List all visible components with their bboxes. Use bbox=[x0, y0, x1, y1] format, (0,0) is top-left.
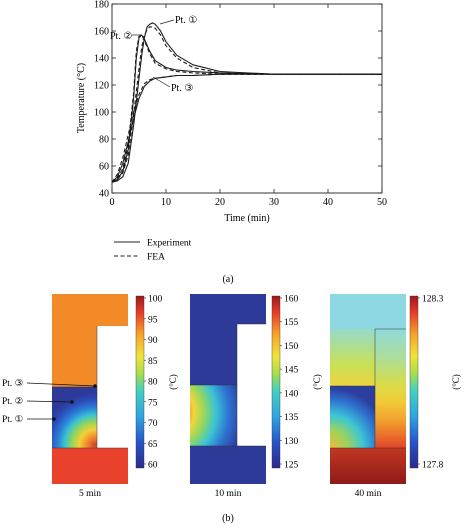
x-tick-label: 20 bbox=[215, 197, 225, 208]
subfigure-label-b: (b) bbox=[222, 513, 234, 524]
point-annotations: Pt. ① Pt. ② Pt. ③ bbox=[110, 15, 197, 94]
panel-5min: 100 95 90 85 80 75 70 65 60 5 min bbox=[52, 294, 163, 499]
annotation-pt1: Pt. ① bbox=[175, 15, 197, 26]
x-tick-label: 10 bbox=[161, 197, 171, 208]
legend-fea: FEA bbox=[147, 253, 165, 263]
colorbar-ticks-40min: 128.3 127.8 bbox=[418, 295, 444, 471]
probe-label-pt1: Pt. ① bbox=[2, 414, 24, 425]
y-tick-label: 80 bbox=[99, 135, 109, 146]
colorbar-tick-label: 145 bbox=[284, 366, 299, 376]
colorbar-tick-label: 125 bbox=[284, 461, 299, 471]
colorbar-ticks-5min: 100 95 90 85 80 75 70 65 60 bbox=[144, 295, 163, 471]
colorbar-ticks-10min: 160 155 150 145 140 135 130 125 bbox=[280, 295, 299, 471]
colorbar-tick-label: 150 bbox=[284, 342, 299, 352]
colorbar-tick-label: 160 bbox=[284, 295, 299, 305]
panel-10min: 160 155 150 145 140 135 130 125 10 min bbox=[190, 294, 299, 499]
x-axis-ticks: 0 10 20 30 40 50 bbox=[110, 4, 387, 208]
annotation-pt2: Pt. ② bbox=[110, 31, 132, 42]
series-lines bbox=[111, 22, 382, 183]
plot-frame bbox=[111, 3, 383, 194]
series-pt1-fea bbox=[111, 26, 382, 183]
y-tick-label: 140 bbox=[94, 54, 109, 65]
colorbar-tick-label: 60 bbox=[148, 461, 158, 471]
y-tick-label: 40 bbox=[99, 189, 109, 200]
colorbar-tick-label: 85 bbox=[148, 357, 158, 367]
colorbar-tick-label: 135 bbox=[284, 413, 299, 423]
probe-label-pt2: Pt. ② bbox=[2, 396, 24, 407]
series-pt2-experiment bbox=[111, 34, 382, 183]
time-label-10min: 10 min bbox=[215, 489, 242, 499]
unit-label-40min: (°C) bbox=[451, 374, 461, 390]
x-tick-label: 30 bbox=[269, 197, 279, 208]
colorbar-tick-label: 140 bbox=[284, 389, 299, 399]
chart-a: 40 60 80 100 120 140 160 180 0 10 20 30 40 50 Temper… bbox=[76, 0, 387, 285]
panel-40min: 128.3 127.8 40 min bbox=[330, 294, 444, 499]
legend: Experiment FEA bbox=[114, 239, 192, 263]
probe-label-pt3: Pt. ③ bbox=[2, 378, 24, 389]
colorbar-tick-label: 128.3 bbox=[422, 295, 444, 305]
series-pt3-experiment bbox=[111, 73, 382, 183]
y-axis-ticks: 40 60 80 100 120 140 160 180 bbox=[94, 0, 382, 200]
colorbar-tick-label: 100 bbox=[148, 295, 163, 305]
colorbar-tick-label: 80 bbox=[148, 378, 158, 388]
probe-points: Pt. ③ Pt. ② Pt. ① bbox=[2, 378, 97, 425]
y-axis-label: Temperature (°C) bbox=[76, 63, 87, 133]
colorbar-tick-label: 130 bbox=[284, 437, 299, 447]
colorbar-tick-label: 65 bbox=[148, 440, 158, 450]
series-pt3-fea bbox=[111, 73, 382, 183]
x-tick-label: 50 bbox=[377, 197, 387, 208]
y-tick-label: 160 bbox=[94, 27, 109, 38]
time-label-40min: 40 min bbox=[355, 489, 382, 499]
time-label-5min: 5 min bbox=[79, 489, 101, 499]
y-tick-label: 100 bbox=[94, 108, 109, 119]
y-tick-label: 180 bbox=[94, 0, 109, 11]
x-axis-label: Time (min) bbox=[224, 213, 269, 224]
y-tick-label: 120 bbox=[94, 81, 109, 92]
contour-panels: 100 95 90 85 80 75 70 65 60 5 min Pt. ③ Pt. ② Pt… bbox=[2, 294, 461, 524]
colorbar-tick-label: 70 bbox=[148, 419, 158, 429]
annotation-pt3: Pt. ③ bbox=[171, 83, 193, 94]
series-pt1-experiment bbox=[111, 22, 382, 183]
colorbar-tick-label: 127.8 bbox=[422, 461, 444, 471]
x-tick-label: 0 bbox=[110, 197, 115, 208]
unit-label-10min: (°C) bbox=[312, 374, 322, 390]
x-tick-label: 40 bbox=[323, 197, 333, 208]
y-tick-label: 60 bbox=[99, 162, 109, 173]
colorbar-tick-label: 75 bbox=[148, 398, 158, 408]
colorbar-tick-label: 95 bbox=[148, 315, 158, 325]
unit-label-5min: (°C) bbox=[168, 374, 178, 390]
colorbar-tick-label: 155 bbox=[284, 318, 299, 328]
legend-experiment: Experiment bbox=[147, 239, 192, 249]
colorbar-tick-label: 90 bbox=[148, 336, 158, 346]
subfigure-label-a: (a) bbox=[222, 274, 233, 285]
